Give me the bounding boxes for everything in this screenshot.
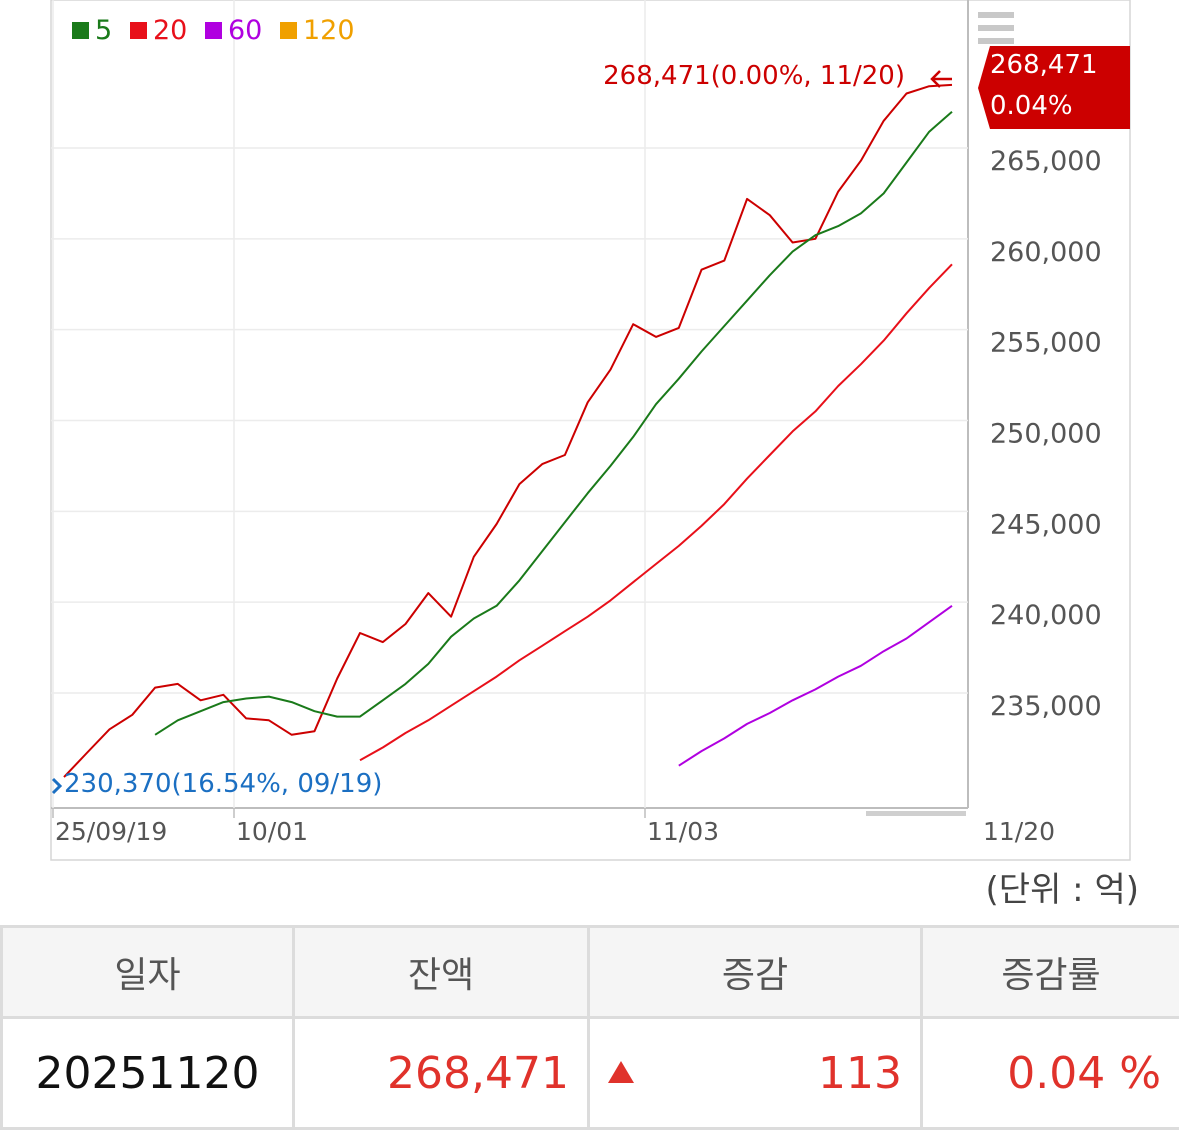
header-rate: 증감률 bbox=[920, 925, 1179, 1019]
cell-rate: 0.04 % bbox=[920, 1016, 1179, 1130]
first-arrow-icon bbox=[51, 777, 63, 795]
legend-label-60[interactable]: 60 bbox=[228, 15, 262, 46]
cell-balance: 268,471 bbox=[292, 1016, 590, 1130]
header-date: 일자 bbox=[0, 925, 295, 1019]
menu-icon[interactable] bbox=[978, 12, 1014, 44]
y-tick-label: 235,000 bbox=[990, 691, 1102, 722]
y-tick-label: 265,000 bbox=[990, 146, 1102, 177]
series-line-ma5 bbox=[154, 110, 953, 736]
up-triangle-icon bbox=[608, 1061, 634, 1083]
series-line-balance bbox=[63, 83, 953, 778]
scrollbar-handle[interactable] bbox=[866, 811, 966, 816]
series-line-ma20 bbox=[359, 263, 953, 762]
chart: 5 20 60 120 268,471 0.04% 268,471(0.00%, 11… bbox=[50, 0, 1131, 861]
last-value-annotation: 268,471(0.00%, 11/20) bbox=[603, 61, 905, 91]
legend-label-5[interactable]: 5 bbox=[95, 15, 112, 46]
chart-frame bbox=[50, 0, 1131, 861]
x-tick-label: 10/01 bbox=[236, 817, 308, 846]
cell-date: 20251120 bbox=[0, 1016, 295, 1130]
badge-value: 268,471 bbox=[990, 50, 1098, 80]
cell-change-value: 113 bbox=[818, 1047, 902, 1099]
x-tick-label: 11/20 bbox=[983, 817, 1055, 846]
legend-swatch-60 bbox=[205, 22, 222, 39]
last-value-badge: 268,471 0.04% bbox=[978, 46, 1130, 129]
legend-swatch-20 bbox=[130, 22, 147, 39]
legend-label-20[interactable]: 20 bbox=[153, 15, 187, 46]
last-arrow-icon bbox=[930, 70, 952, 88]
legend-label-120[interactable]: 120 bbox=[303, 15, 355, 46]
header-change: 증감 bbox=[587, 925, 923, 1019]
y-tick-label: 260,000 bbox=[990, 237, 1102, 268]
y-tick-label: 240,000 bbox=[990, 600, 1102, 631]
y-tick-label: 250,000 bbox=[990, 419, 1102, 450]
x-tick-label: 25/09/19 bbox=[55, 817, 167, 846]
unit-label: (단위 : 억) bbox=[985, 870, 1139, 910]
legend-swatch-5 bbox=[72, 22, 89, 39]
cell-change: 113 bbox=[587, 1016, 923, 1130]
badge-percent: 0.04% bbox=[990, 91, 1073, 121]
summary-table: 일자 잔액 증감 증감률 20251120 268,471 113 0.04 % bbox=[0, 925, 1179, 1130]
x-tick-label: 11/03 bbox=[647, 817, 719, 846]
header-balance: 잔액 bbox=[292, 925, 590, 1019]
table-header-row: 일자 잔액 증감 증감률 bbox=[0, 925, 1179, 1019]
legend-swatch-120 bbox=[280, 22, 297, 39]
series-line-ma60 bbox=[678, 604, 953, 767]
table-row: 20251120 268,471 113 0.04 % bbox=[0, 1016, 1179, 1130]
y-tick-label: 255,000 bbox=[990, 328, 1102, 359]
y-tick-label: 245,000 bbox=[990, 509, 1102, 540]
first-value-annotation: 230,370(16.54%, 09/19) bbox=[64, 769, 382, 799]
